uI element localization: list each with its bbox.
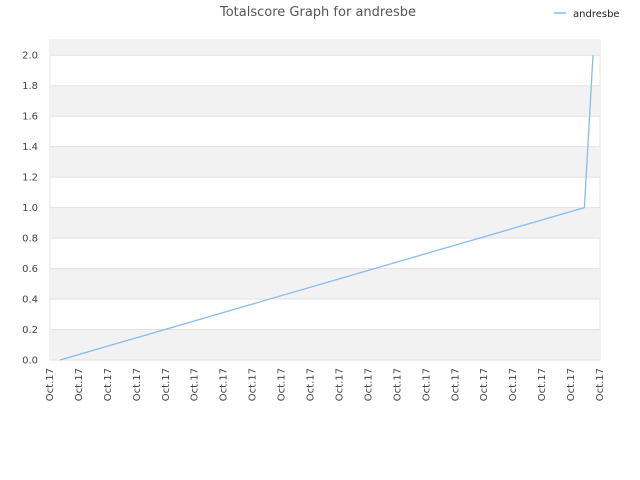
y-tick-label: 1.8 [22, 81, 38, 92]
x-tick-label: Oct.17 [595, 368, 606, 401]
x-tick-label: Oct.17 [334, 368, 345, 401]
plot-grid [50, 54, 600, 361]
x-tick-label: Oct.17 [74, 368, 85, 401]
y-tick-label: 0.8 [22, 234, 38, 245]
plot-bands [49, 39, 601, 361]
x-tick-label: Oct.17 [537, 368, 548, 401]
y-tick-label: 0.4 [22, 295, 38, 306]
x-tick-label: Oct.17 [479, 368, 490, 401]
grid-band [50, 85, 600, 117]
x-tick-label: Oct.17 [508, 368, 519, 401]
legend-label: andresbe [573, 9, 620, 20]
y-tick-label: 0.2 [22, 325, 38, 336]
x-tick-label: Oct.17 [248, 368, 259, 401]
y-tick-label: 1.6 [22, 112, 38, 123]
y-tick-label: 1.0 [22, 203, 38, 214]
y-tick-label: 1.2 [22, 173, 38, 184]
x-tick-label: Oct.17 [161, 368, 172, 401]
x-axis: Oct.17 Oct.17 Oct.17 Oct.17 Oct.17 Oct.17 Oct.… [45, 368, 606, 401]
y-tick-label: 0.6 [22, 264, 38, 275]
x-tick-label: Oct.17 [103, 368, 114, 401]
grid-band [50, 268, 600, 300]
y-tick-label: 1.4 [22, 142, 38, 153]
grid-band [50, 329, 600, 360]
y-tick-label: 0.0 [22, 356, 38, 367]
grid-band [50, 146, 600, 178]
x-tick-label: Oct.17 [190, 368, 201, 401]
series-layer [59, 55, 594, 361]
grid-band [50, 40, 600, 56]
x-tick-label: Oct.17 [132, 368, 143, 401]
x-tick-label: Oct.17 [450, 368, 461, 401]
x-tick-label: Oct.17 [421, 368, 432, 401]
grid-band [50, 207, 600, 239]
y-tick-label: 2.0 [22, 51, 38, 62]
x-tick-label: Oct.17 [306, 368, 317, 401]
x-tick-label: Oct.17 [363, 368, 374, 401]
x-tick-label: Oct.17 [392, 368, 403, 401]
x-tick-label: Oct.17 [45, 368, 56, 401]
series-line [59, 55, 594, 361]
chart-title: Totalscore Graph for andresbe [219, 5, 416, 20]
x-tick-label: Oct.17 [566, 368, 577, 401]
legend: andresbe [554, 9, 620, 20]
x-tick-label: Oct.17 [219, 368, 230, 401]
x-tick-label: Oct.17 [277, 368, 288, 401]
y-axis: 0.0 0.2 0.4 0.6 0.8 1.0 1.2 1.4 1.6 1.8 2.0 [22, 51, 38, 367]
